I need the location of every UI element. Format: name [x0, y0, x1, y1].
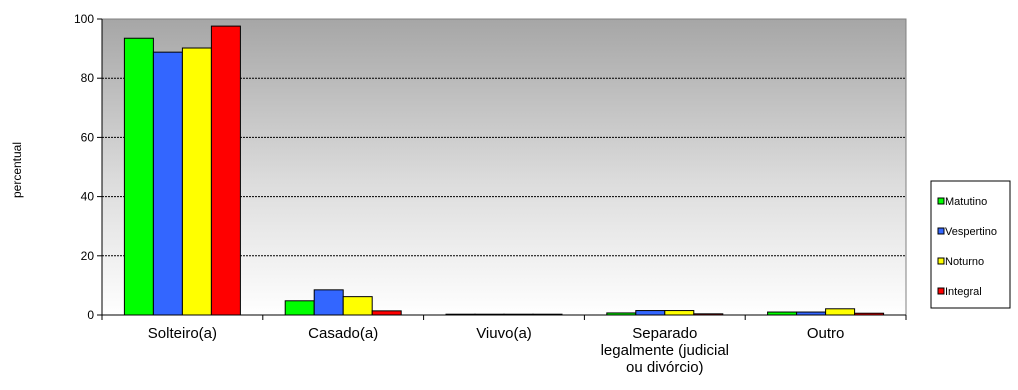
y-tick-label-60: 60: [81, 130, 95, 144]
bar-noturno-1: [342, 296, 373, 316]
y-tick-label-20: 20: [81, 249, 95, 263]
x-tick-label-0: Solteiro(a): [148, 325, 217, 342]
x-tick-label-3: Separado legalmente (judicial ou divórcio): [601, 325, 729, 376]
bar-integral-1: [371, 310, 402, 316]
legend-swatch-integral: [937, 287, 945, 295]
x-tick-label-2: Viuvo(a): [476, 325, 532, 342]
bar-matutino-0: [123, 37, 154, 316]
legend-label-noturno: Noturno: [945, 256, 984, 268]
x-tick-label-4: Outro: [807, 325, 845, 342]
y-tick-label-80: 80: [81, 71, 95, 85]
legend: Matutino Vespertino Noturno Integral: [930, 180, 1011, 309]
bar-integral-0: [210, 25, 241, 316]
legend-swatch-vespertino: [937, 227, 945, 235]
y-tick-label-100: 100: [74, 12, 94, 26]
legend-label-vespertino: Vespertino: [945, 226, 997, 238]
bar-matutino-1: [284, 300, 315, 316]
legend-label-integral: Integral: [945, 286, 982, 298]
y-axis-label: percentual: [10, 142, 24, 198]
bar-vespertino-1: [313, 289, 344, 316]
bar-vespertino-3: [635, 310, 666, 316]
y-tick-label-40: 40: [81, 190, 95, 204]
y-tick-labels: 0 20 40 60 80 100: [74, 12, 94, 322]
bar-vespertino-0: [152, 51, 183, 316]
bar-noturno-3: [664, 310, 695, 316]
y-tick-label-0: 0: [87, 308, 94, 322]
x-tick-labels: Solteiro(a) Casado(a) Viuvo(a) Separado lega…: [148, 325, 845, 376]
legend-swatch-matutino: [937, 197, 945, 205]
legend-swatch-noturno: [937, 257, 945, 265]
bar-noturno-4: [825, 308, 856, 316]
x-tick-label-1: Casado(a): [308, 325, 378, 342]
bar-noturno-0: [181, 47, 212, 316]
bars: [123, 25, 885, 316]
axes: [97, 18, 907, 320]
legend-label-matutino: Matutino: [945, 196, 987, 208]
